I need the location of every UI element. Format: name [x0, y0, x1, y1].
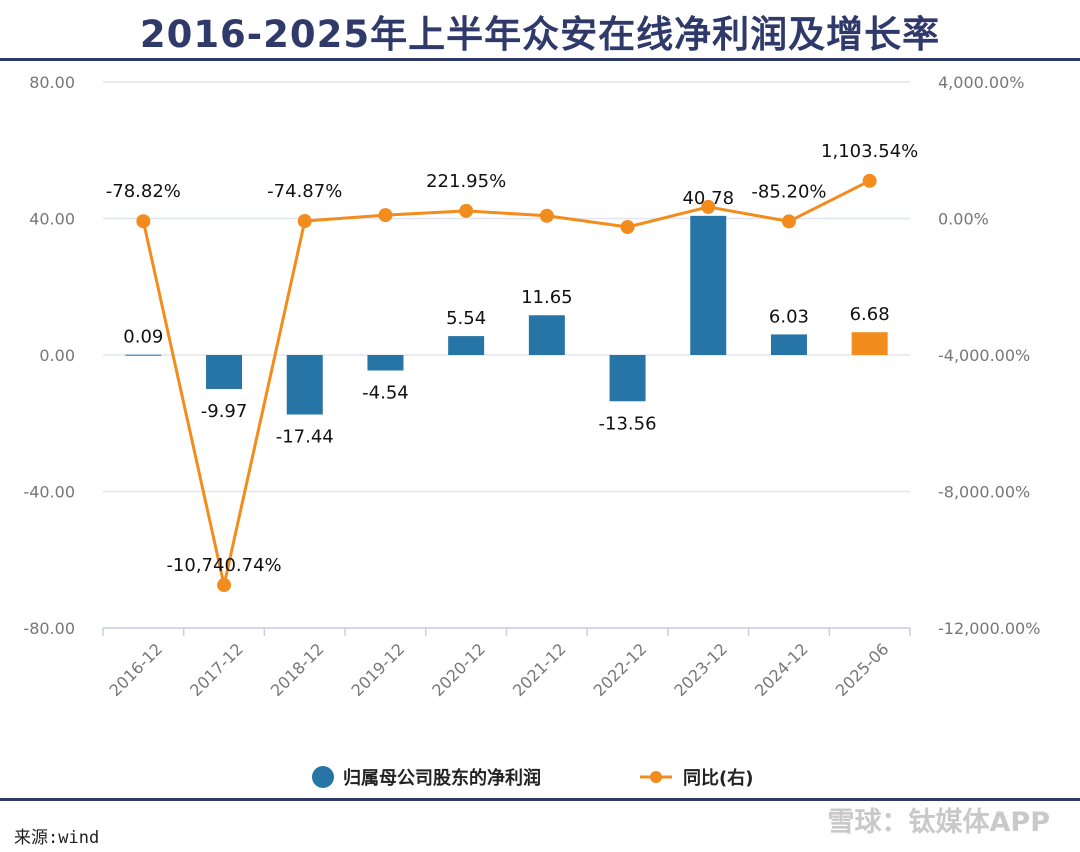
y-tick-right: 4,000.00% [938, 73, 1024, 92]
bar-data-label: 6.68 [850, 304, 890, 325]
line-point [136, 214, 151, 229]
line-point [217, 578, 232, 593]
line-point [781, 214, 796, 229]
chart-title: 2016-2025年上半年众安在线净利润及增长率 [139, 13, 941, 56]
bar [286, 355, 323, 415]
bar-data-label: -4.54 [362, 382, 409, 403]
line-data-label: 1,103.54% [821, 141, 918, 162]
x-tick-label: 2024-12 [751, 639, 812, 700]
bar [528, 315, 565, 355]
legend-bar-label: 归属母公司股东的净利润 [343, 767, 541, 789]
x-tick-label: 2021-12 [509, 639, 570, 700]
bar [448, 336, 485, 355]
x-tick-label: 2020-12 [428, 639, 489, 700]
bar [851, 332, 888, 355]
legend-line-label: 同比(右) [683, 767, 753, 789]
x-tick-label: 2023-12 [670, 639, 731, 700]
line-point [378, 208, 393, 223]
y-tick-right: -8,000.00% [938, 483, 1030, 502]
bar [770, 334, 807, 355]
title-rule [0, 58, 1080, 61]
bar-data-label: 40.78 [682, 188, 734, 209]
y-tick-left: 40.00 [29, 210, 75, 229]
y-tick-left: -80.00 [23, 619, 75, 638]
bar-data-label: -17.44 [276, 427, 334, 448]
y-tick-left: 0.00 [39, 346, 75, 365]
line-point [701, 199, 716, 214]
y-tick-left: 80.00 [29, 73, 75, 92]
bar [125, 354, 162, 356]
line-point [539, 208, 554, 223]
line-data-label: -85.20% [751, 181, 826, 202]
x-tick-label: 2016-12 [105, 639, 166, 700]
x-tick-label: 2022-12 [590, 639, 651, 700]
line-data-label: 221.95% [426, 171, 506, 192]
x-tick-label: 2019-12 [348, 639, 409, 700]
bar-data-label: 5.54 [446, 308, 486, 329]
bar [690, 215, 727, 355]
y-tick-right: 0.00% [938, 210, 989, 229]
bar [367, 355, 404, 371]
growth-line [141, 179, 871, 586]
y-tick-right: -4,000.00% [938, 346, 1030, 365]
y-tick-right: -12,000.00% [938, 619, 1040, 638]
legend-line-dot [650, 771, 662, 783]
line-data-label: -74.87% [267, 181, 342, 202]
line-data-label: -10,740.74% [166, 555, 281, 576]
bar [206, 355, 243, 390]
y-tick-left: -40.00 [23, 483, 75, 502]
bar-data-label: 11.65 [521, 287, 573, 308]
x-tick-label: 2018-12 [267, 639, 328, 700]
line-point [297, 214, 312, 229]
line-point [620, 220, 635, 235]
line-point [862, 173, 877, 188]
line-data-label: -78.82% [106, 181, 181, 202]
legend-bar-marker [312, 766, 334, 788]
x-tick-label: 2017-12 [186, 639, 247, 700]
bar-data-label: -9.97 [201, 401, 248, 422]
bar [609, 355, 646, 402]
bar-data-label: -13.56 [599, 413, 657, 434]
bar-data-label: 0.09 [123, 327, 163, 348]
footer-rule [0, 798, 1080, 801]
watermark: 雪球：钛媒体APP [827, 807, 1050, 838]
line-point [459, 203, 474, 218]
x-tick-label: 2025-06 [832, 639, 893, 700]
bar-data-label: 6.03 [769, 306, 809, 327]
chart-area: 80.00 4,000.00% 40.00 0.00% 0.00 -4,000.00% -4… [23, 73, 1040, 789]
source-note: 来源:wind [14, 828, 100, 848]
